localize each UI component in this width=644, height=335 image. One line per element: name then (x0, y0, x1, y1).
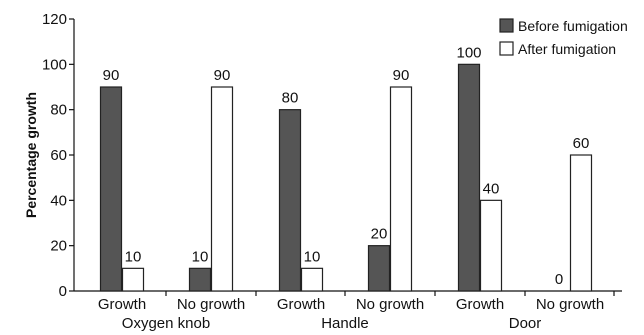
data-label-before-2: 80 (282, 90, 299, 107)
y-tick-label: 120 (42, 11, 67, 28)
bar-before-2 (278, 109, 302, 292)
bar-after-1 (210, 86, 234, 292)
bar-after-5 (569, 154, 593, 292)
legend-label-after: After fumigation (518, 41, 616, 57)
data-label-after-5: 60 (573, 135, 590, 152)
bars (99, 63, 593, 292)
data-label-after-0: 10 (125, 248, 142, 265)
data-label-before-4: 100 (456, 44, 481, 61)
legend-swatch-after (499, 41, 514, 56)
data-label-before-0: 90 (103, 67, 120, 84)
data-label-before-5: 0 (555, 271, 563, 288)
x-axis: Growth No growth Growth No growth Growth No g… (74, 290, 622, 332)
data-label-after-2: 10 (304, 248, 321, 265)
data-label-before-1: 10 (192, 248, 209, 265)
y-axis: 0 20 40 60 80 100 120 (42, 11, 75, 300)
data-label-after-1: 90 (214, 67, 231, 84)
y-tick-label: 20 (50, 238, 67, 255)
data-labels: 90 10 10 90 80 10 20 90 100 40 0 60 (103, 44, 590, 288)
x-tick-label: Growth (456, 296, 504, 313)
legend-swatch-before (499, 18, 514, 33)
bar-after-4 (479, 199, 503, 292)
y-axis-label: Percentage growth (23, 92, 39, 218)
y-tick-label: 40 (50, 192, 67, 209)
bar-before-1 (188, 267, 212, 292)
x-group-label: Handle (321, 315, 369, 332)
bar-before-4 (457, 63, 481, 292)
x-tick-label: No growth (177, 296, 245, 313)
x-tick-label: No growth (536, 296, 604, 313)
x-group-label: Door (509, 315, 542, 332)
x-tick-label: Growth (98, 296, 146, 313)
bar-after-3 (389, 86, 413, 292)
x-tick-label: Growth (277, 296, 325, 313)
x-group-label: Oxygen knob (122, 315, 210, 332)
data-label-after-3: 90 (393, 67, 410, 84)
bar-after-0 (121, 267, 145, 292)
y-tick-label: 0 (59, 283, 67, 300)
legend-label-before: Before fumigation (518, 18, 628, 34)
legend: Before fumigation After fumigation (499, 18, 628, 57)
y-tick-label: 100 (42, 56, 67, 73)
y-tick-label: 80 (50, 102, 67, 119)
bar-after-2 (300, 267, 324, 292)
bar-before-3 (367, 245, 391, 292)
data-label-before-3: 20 (371, 226, 388, 243)
bar-before-0 (99, 86, 123, 292)
data-label-after-4: 40 (483, 180, 500, 197)
x-tick-label: No growth (356, 296, 424, 313)
y-tick-label: 60 (50, 147, 67, 164)
